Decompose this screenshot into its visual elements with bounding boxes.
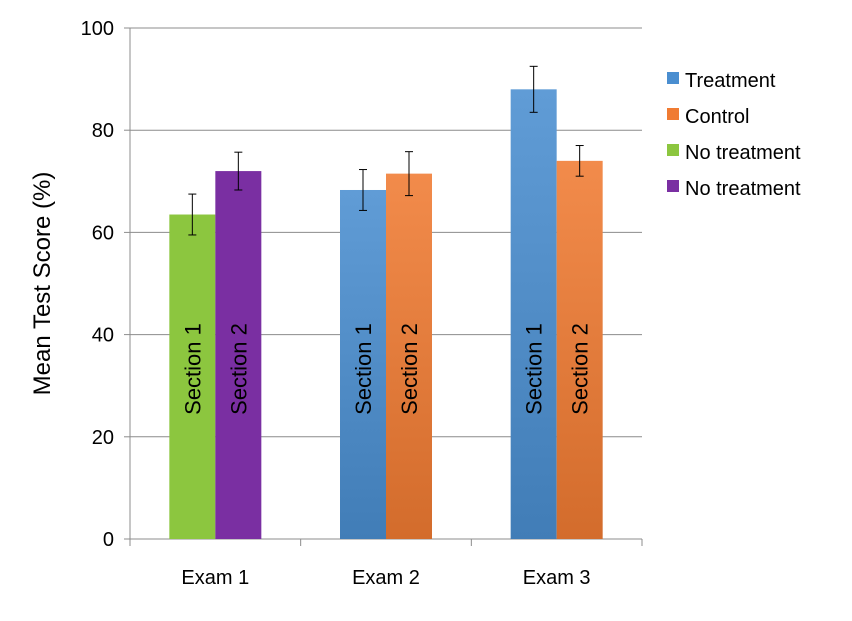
y-tick-label: 0 bbox=[103, 529, 114, 551]
bar-label: Section 2 bbox=[568, 323, 593, 415]
legend-swatch bbox=[667, 144, 679, 156]
x-tick-label: Exam 1 bbox=[181, 567, 249, 589]
legend-label: Control bbox=[685, 106, 749, 128]
legend-label: Treatment bbox=[685, 70, 776, 92]
x-tick-label: Exam 2 bbox=[352, 567, 420, 589]
bar bbox=[556, 160, 603, 540]
y-tick-label: 60 bbox=[92, 222, 114, 244]
bar bbox=[386, 173, 432, 539]
bar-label: Section 1 bbox=[351, 323, 376, 415]
y-tick-label: 100 bbox=[81, 18, 114, 40]
bar-label: Section 2 bbox=[397, 323, 422, 415]
bar-label: Section 2 bbox=[226, 323, 251, 415]
y-axis-title: Mean Test Score (%) bbox=[29, 172, 56, 396]
bar bbox=[340, 189, 386, 539]
y-tick-label: 80 bbox=[92, 120, 114, 142]
legend: Treatment Control No treatment No treatment bbox=[667, 70, 801, 200]
legend-swatch bbox=[667, 108, 679, 120]
error-bars bbox=[188, 65, 584, 236]
bar-label: Section 1 bbox=[522, 323, 547, 415]
bar bbox=[215, 171, 262, 539]
y-tick-label: 20 bbox=[92, 427, 114, 449]
legend-swatch bbox=[667, 72, 679, 84]
bar-label: Section 1 bbox=[180, 323, 205, 415]
legend-label: No treatment bbox=[685, 178, 801, 200]
x-tick-label: Exam 3 bbox=[523, 567, 591, 589]
y-tick-label: 40 bbox=[92, 325, 114, 347]
legend-swatch bbox=[667, 180, 679, 192]
bar bbox=[510, 89, 557, 539]
bar-labels: Section 1 Section 2 Section 1 Section 2 Sect… bbox=[180, 323, 592, 415]
bar bbox=[169, 214, 216, 539]
legend-label: No treatment bbox=[685, 142, 801, 164]
bars bbox=[169, 89, 603, 540]
